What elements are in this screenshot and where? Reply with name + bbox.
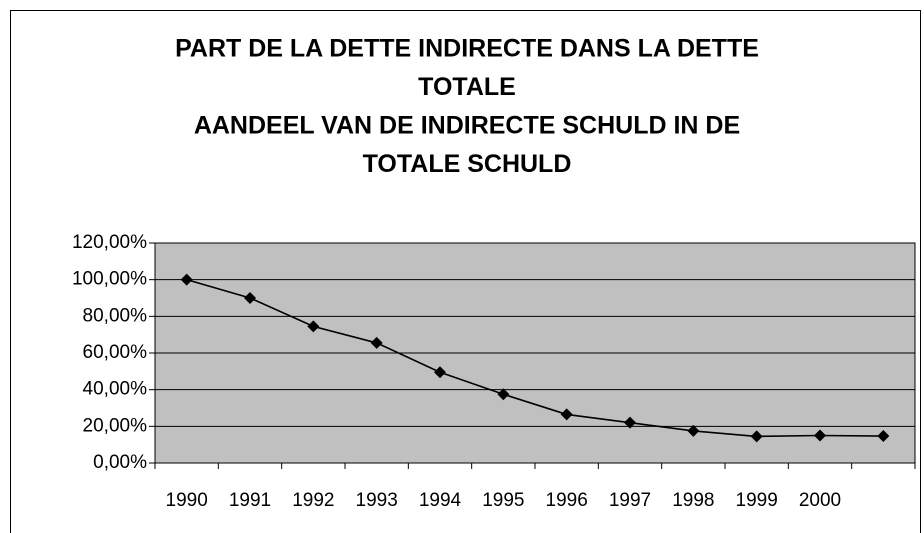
x-tick-label: 1994: [419, 490, 462, 511]
y-tick-label: 0,00%: [93, 452, 147, 473]
x-tick-label: 1990: [166, 490, 208, 511]
y-tick-label: 40,00%: [83, 379, 148, 400]
y-tick-label: 60,00%: [83, 342, 148, 363]
chart-title: AANDEEL VAN DE INDIRECTE SCHULD IN DE: [194, 112, 740, 140]
x-tick-label: 1999: [736, 490, 778, 511]
x-tick-label: 1997: [609, 490, 651, 511]
x-tick-label: 1992: [292, 490, 334, 511]
data-line: [186, 278, 884, 438]
chart-frame: [10, 10, 921, 533]
data-point: [814, 429, 826, 442]
data-point: [434, 366, 446, 379]
data-point: [560, 408, 573, 421]
x-tick-label: 2000: [799, 490, 841, 511]
data-point: [750, 430, 763, 443]
y-tick-label: 20,00%: [83, 415, 148, 436]
data-point: [624, 416, 636, 429]
y-tick-label: 120,00%: [72, 232, 147, 253]
x-tick-label: 1996: [546, 490, 588, 511]
data-point: [244, 292, 256, 304]
x-tick-label: 1993: [356, 490, 398, 511]
data-point: [497, 388, 510, 401]
data-point: [370, 336, 383, 349]
x-tick-label: 1995: [482, 490, 524, 511]
chart-title: PART DE LA DETTE INDIRECTE DANS LA DETTE: [175, 35, 759, 63]
data-point: [180, 273, 193, 286]
chart-title: TOTALE SCHULD: [363, 150, 572, 178]
data-point: [307, 320, 320, 333]
data-point: [687, 424, 700, 437]
y-tick-label: 80,00%: [83, 305, 148, 326]
x-tick-label: 1998: [672, 490, 714, 511]
chart-title: TOTALE: [418, 73, 516, 101]
x-tick-label: 1991: [229, 490, 271, 511]
y-tick-label: 100,00%: [72, 269, 147, 290]
data-point: [877, 430, 890, 443]
